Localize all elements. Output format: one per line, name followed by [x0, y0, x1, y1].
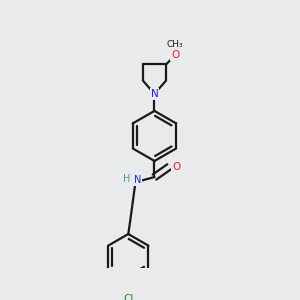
Text: CH₃: CH₃ — [167, 40, 183, 49]
Text: Cl: Cl — [123, 294, 134, 300]
Text: H: H — [123, 175, 130, 184]
Text: N: N — [134, 176, 141, 185]
Text: N: N — [151, 89, 158, 99]
Text: O: O — [171, 50, 179, 60]
Text: O: O — [172, 162, 180, 172]
